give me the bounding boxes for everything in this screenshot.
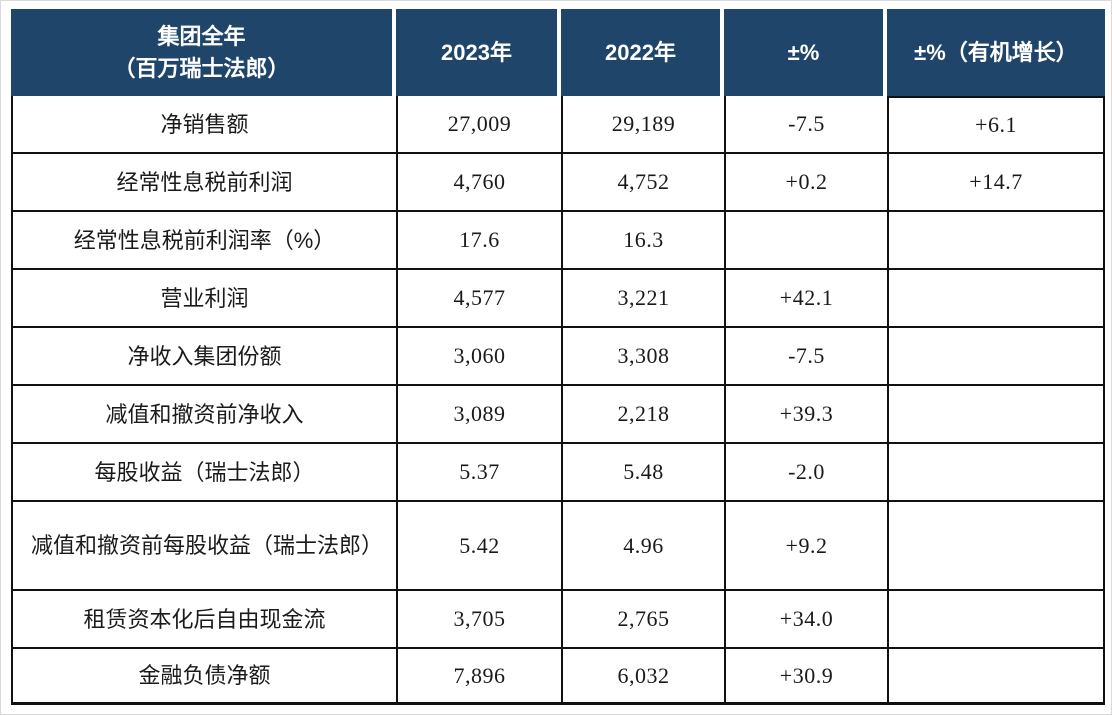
value-2022: 5.48 <box>561 444 724 500</box>
value-2023: 4,577 <box>396 270 561 326</box>
table-row: 金融负债净额 7,896 6,032 +30.9 <box>13 649 1103 702</box>
header-group-title: 集团全年 <box>157 23 246 49</box>
table-header-row: 集团全年 （百万瑞士法郎） 2023年 2022年 ±% ±%（有机增长） <box>11 9 1105 96</box>
header-cell-change-percent: ±% <box>724 9 887 96</box>
value-2023: 3,089 <box>396 386 561 442</box>
value-organic-growth <box>887 270 1103 326</box>
table-row: 减值和撤资前每股收益（瑞士法郎） 5.42 4.96 +9.2 <box>13 502 1103 591</box>
table-row: 经常性息税前利润率（%） 17.6 16.3 <box>13 212 1103 270</box>
value-organic-growth: +6.1 <box>887 96 1103 152</box>
value-change-percent: -7.5 <box>724 328 887 384</box>
value-organic-growth: +14.7 <box>887 154 1103 210</box>
row-label: 净销售额 <box>160 111 249 137</box>
row-label: 营业利润 <box>160 285 249 311</box>
row-label: 经常性息税前利润 <box>116 169 293 195</box>
value-change-percent: +9.2 <box>724 502 887 589</box>
value-2022: 2,765 <box>561 591 724 647</box>
row-label: 减值和撤资前净收入 <box>105 401 304 427</box>
value-2023: 5.37 <box>396 444 561 500</box>
table-row: 营业利润 4,577 3,221 +42.1 <box>13 270 1103 328</box>
value-change-percent: +42.1 <box>724 270 887 326</box>
value-2022: 16.3 <box>561 212 724 268</box>
value-change-percent: +0.2 <box>724 154 887 210</box>
value-organic-growth <box>887 502 1103 589</box>
header-cell-2023: 2023年 <box>396 9 561 96</box>
value-change-percent: +39.3 <box>724 386 887 442</box>
header-cell-2022: 2022年 <box>561 9 724 96</box>
value-2022: 29,189 <box>561 96 724 152</box>
value-organic-growth <box>887 328 1103 384</box>
table-row: 净收入集团份额 3,060 3,308 -7.5 <box>13 328 1103 386</box>
header-group-subtitle: （百万瑞士法郎） <box>113 55 290 81</box>
value-2022: 3,221 <box>561 270 724 326</box>
value-2023: 4,760 <box>396 154 561 210</box>
row-label: 减值和撤资前每股收益（瑞士法郎） <box>31 533 384 558</box>
value-2022: 6,032 <box>561 649 724 702</box>
value-2023: 5.42 <box>396 502 561 589</box>
value-organic-growth <box>887 444 1103 500</box>
value-change-percent <box>724 212 887 268</box>
value-change-percent: +30.9 <box>724 649 887 702</box>
value-organic-growth <box>887 386 1103 442</box>
value-2023: 27,009 <box>396 96 561 152</box>
value-change-percent: +34.0 <box>724 591 887 647</box>
header-cell-organic-growth: ±%（有机增长） <box>887 9 1105 96</box>
value-2022: 2,218 <box>561 386 724 442</box>
value-change-percent: -2.0 <box>724 444 887 500</box>
value-2023: 7,896 <box>396 649 561 702</box>
row-label: 经常性息税前利润率（%） <box>73 227 336 253</box>
row-label: 金融负债净额 <box>138 663 271 688</box>
table-row: 每股收益（瑞士法郎） 5.37 5.48 -2.0 <box>13 444 1103 502</box>
value-2022: 3,308 <box>561 328 724 384</box>
group-results-table: 集团全年 （百万瑞士法郎） 2023年 2022年 ±% ±%（有机增长） 净销… <box>11 9 1105 705</box>
value-2023: 3,705 <box>396 591 561 647</box>
value-organic-growth <box>887 591 1103 647</box>
row-label: 净收入集团份额 <box>127 343 282 369</box>
table-row: 租赁资本化后自由现金流 3,705 2,765 +34.0 <box>13 591 1103 649</box>
value-organic-growth <box>887 649 1103 702</box>
table-row: 减值和撤资前净收入 3,089 2,218 +39.3 <box>13 386 1103 444</box>
row-label: 租赁资本化后自由现金流 <box>83 606 326 632</box>
value-2022: 4.96 <box>561 502 724 589</box>
table-row: 净销售额 27,009 29,189 -7.5 +6.1 <box>13 96 1103 154</box>
table-body: 净销售额 27,009 29,189 -7.5 +6.1 经常性息税前利润 4,… <box>11 96 1105 705</box>
table-row: 经常性息税前利润 4,760 4,752 +0.2 +14.7 <box>13 154 1103 212</box>
value-organic-growth <box>887 212 1103 268</box>
value-2022: 4,752 <box>561 154 724 210</box>
value-2023: 3,060 <box>396 328 561 384</box>
header-cell-group: 集团全年 （百万瑞士法郎） <box>11 9 396 96</box>
value-2023: 17.6 <box>396 212 561 268</box>
row-label: 每股收益（瑞士法郎） <box>94 459 315 485</box>
value-change-percent: -7.5 <box>724 96 887 152</box>
